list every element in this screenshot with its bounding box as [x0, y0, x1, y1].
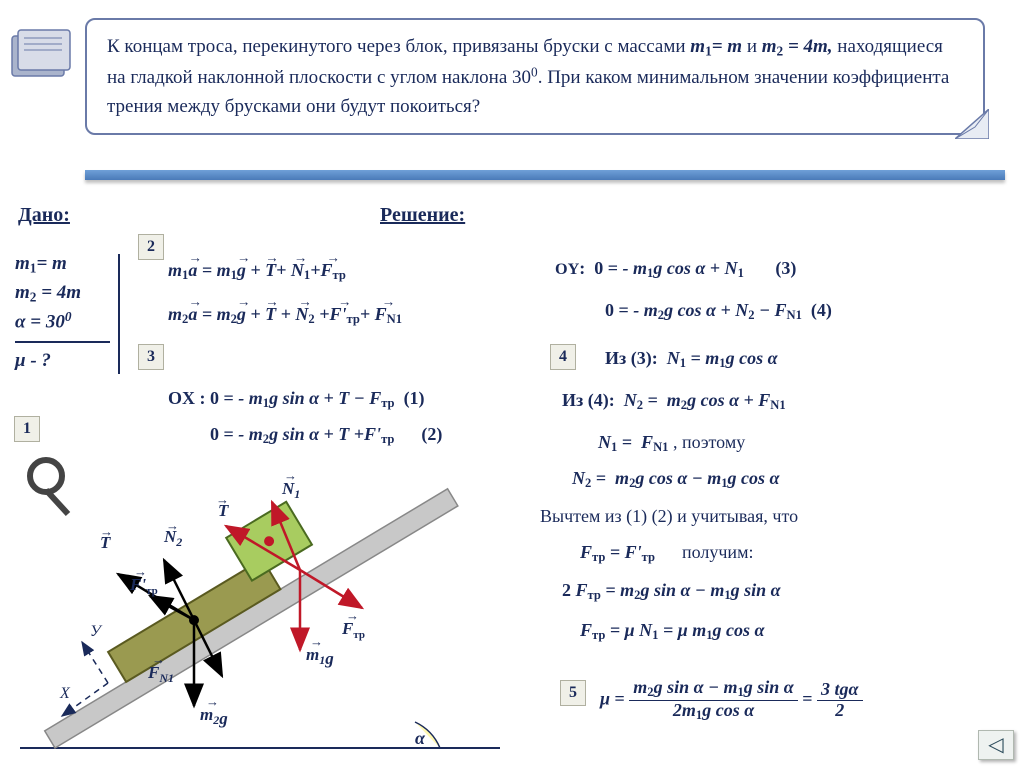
corner-fold-icon [955, 109, 989, 139]
heading-solution: Решение: [380, 204, 465, 227]
svg-text:→: → [346, 608, 359, 623]
problem-text: К концам троса, перекинутого через блок,… [107, 36, 949, 117]
svg-text:→: → [206, 694, 219, 709]
svg-text:→: → [152, 652, 165, 667]
eq-ox1: OX : 0 = - m1g sin α + T − Fтр (1) [168, 388, 425, 411]
svg-text:→: → [310, 634, 323, 649]
eq-oy2: 0 = - m2g cos α + N2 − FN1 (4) [605, 300, 832, 323]
eq-newton1: m1a = m1g + T+ N1+Fтр [168, 260, 346, 283]
given-find: μ - ? [15, 347, 110, 376]
problem-statement-box: К концам троса, перекинутого через блок,… [85, 18, 985, 153]
eq-from3: Из (3): N1 = m1g cos α [605, 348, 778, 371]
heading-given: Дано: [18, 204, 70, 227]
svg-text:→: → [100, 524, 113, 539]
svg-text:→: → [216, 492, 229, 507]
given-divider [118, 254, 120, 374]
eq-n1fn1: N1 = FN1 , поэтому [598, 432, 745, 455]
given-m2: m2 = 4m [15, 279, 110, 308]
divider-bar [85, 170, 1005, 180]
eq-from4: Из (4): N2 = m2g cos α + FN1 [562, 390, 786, 413]
eq-ftr-eq: Fтр = F'тр получим: [580, 542, 753, 565]
free-body-diagram: α X У T → N2 → F'тр → m2g → FN1 → [0, 438, 520, 768]
given-alpha: α = 300 [15, 307, 110, 337]
eq-subtract: Вычтем из (1) (2) и учитывая, что [540, 506, 798, 527]
eq-ftr-mu: Fтр = μ N1 = μ m1g cos α [580, 620, 764, 643]
svg-text:У: У [90, 623, 103, 640]
given-m1: m1= m [15, 250, 110, 279]
eq-newton2: m2a = m2g + T + N2 +F'тр+ FN1 [168, 304, 402, 327]
svg-text:X: X [59, 685, 71, 702]
step-badge-3: 3 [138, 344, 164, 370]
eq-n2: N2 = m2g cos α − m1g cos α [572, 468, 779, 491]
svg-text:→: → [166, 518, 179, 533]
eq-result: μ = m2g sin α − m1g sin α2m1g cos α = 3 … [600, 678, 863, 723]
given-block: m1= m m2 = 4m α = 300 μ - ? [15, 250, 110, 376]
step-badge-5: 5 [560, 680, 586, 706]
svg-text:α: α [415, 728, 426, 748]
step-badge-2: 2 [138, 234, 164, 260]
eq-2ftr: 2 Fтр = m2g sin α − m1g sin α [562, 580, 781, 603]
eq-oy1: OY: 0 = - m1g cos α + N1 (3) [555, 258, 796, 281]
svg-text:→: → [134, 564, 147, 579]
note-stack-icon [6, 22, 78, 82]
svg-text:→: → [284, 468, 297, 483]
nav-prev-button[interactable]: ◁ [978, 730, 1014, 760]
step-badge-4: 4 [550, 344, 576, 370]
